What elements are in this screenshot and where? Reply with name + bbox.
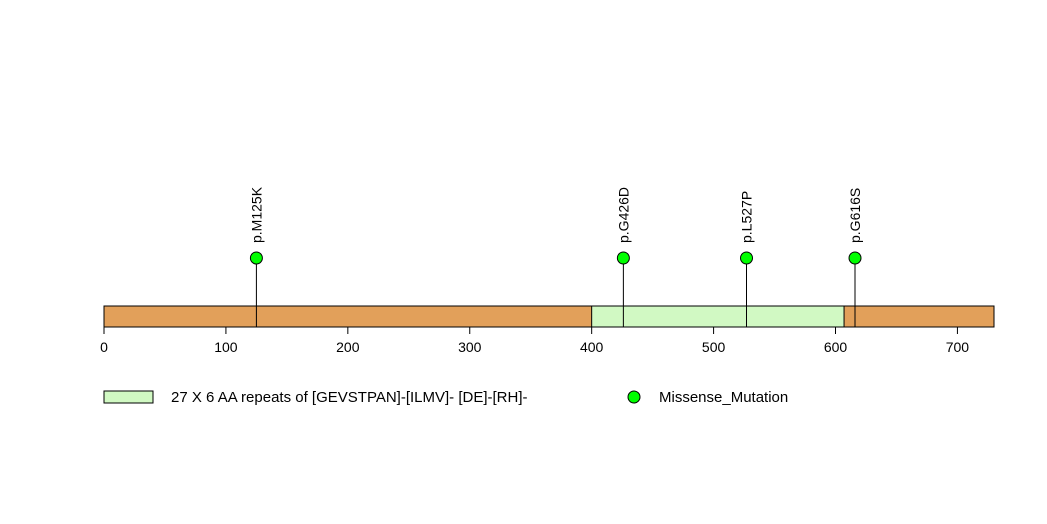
mutation-marker (740, 251, 754, 265)
mutation-label: p.G426D (615, 187, 631, 243)
x-tick-label: 100 (214, 339, 238, 355)
x-tick-label: 500 (702, 339, 726, 355)
x-tick-label: 200 (336, 339, 360, 355)
mutation-label: p.G616S (847, 188, 863, 243)
mutation-marker (848, 251, 862, 265)
legend-domain-swatch (103, 390, 154, 404)
domain-region (591, 305, 845, 328)
legend-domain-label: 27 X 6 AA repeats of [GEVSTPAN]-[ILMV]- … (171, 389, 528, 406)
legend-mutation-label: Missense_Mutation (659, 389, 788, 406)
mutation-layer: p.M125K p.G426D p.L527P p.G616S (248, 186, 863, 327)
x-axis: 0 100 200 300 400 500 600 700 (100, 326, 970, 355)
mutation-label: p.M125K (248, 186, 264, 243)
mutation-marker (616, 251, 630, 265)
x-tick-label: 300 (458, 339, 482, 355)
x-tick-label: 400 (580, 339, 604, 355)
protein-backbone-layer (103, 305, 995, 328)
domain-layer (591, 305, 845, 328)
x-tick-label: 600 (824, 339, 848, 355)
mutation-marker (249, 251, 263, 265)
x-tick-label: 700 (946, 339, 970, 355)
legend-mutation-swatch (627, 390, 641, 404)
x-tick-label: 0 (100, 339, 108, 355)
legend: 27 X 6 AA repeats of [GEVSTPAN]-[ILMV]- … (103, 389, 788, 406)
protein-backbone (103, 305, 995, 328)
mutation-label: p.L527P (739, 191, 755, 243)
